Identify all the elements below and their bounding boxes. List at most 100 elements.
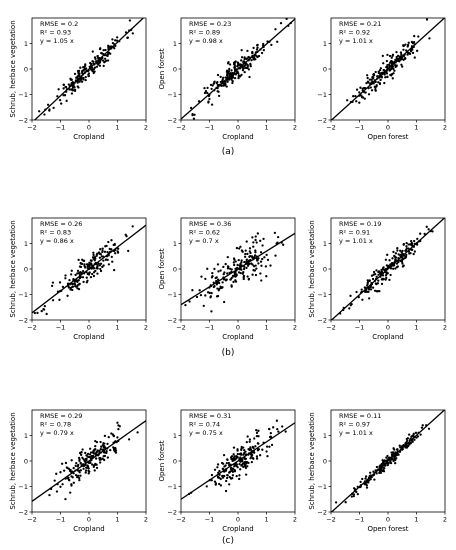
scatter-point — [53, 479, 56, 482]
scatter-point — [406, 53, 409, 56]
stats-annotation: RMSE = 0.36 — [189, 220, 231, 228]
scatter-point — [231, 474, 235, 477]
scatter-point — [262, 42, 265, 46]
scatter-point — [36, 311, 39, 315]
scatter-point — [417, 35, 420, 38]
scatter-point — [255, 457, 259, 460]
x-tick-label: 1 — [414, 516, 418, 524]
scatter-point — [254, 249, 257, 252]
x-tick-label: 0 — [386, 124, 390, 132]
scatter-point — [184, 303, 187, 307]
scatter-point — [70, 92, 74, 95]
scatter-point — [84, 76, 87, 79]
fit-line — [331, 410, 445, 512]
scatter-point — [386, 63, 389, 67]
scatter-point — [243, 255, 247, 258]
scatter-point — [410, 435, 413, 438]
scatter-point — [67, 478, 71, 482]
scatter-point — [58, 281, 62, 284]
scatter-point — [395, 457, 398, 460]
scatter-point — [251, 456, 255, 460]
fit-line — [181, 422, 295, 500]
scatter-point — [71, 285, 75, 288]
scatter-point — [221, 281, 224, 284]
scatter-point — [103, 451, 106, 454]
scatter-point — [99, 267, 102, 271]
scatter-point — [395, 453, 399, 457]
scatter-point — [106, 59, 110, 62]
scatter-point — [210, 473, 214, 477]
scatter-panel-9: −2 −1 0 1 2 −2 −1 0 1 Open forest Schrub, herbace … — [308, 409, 447, 533]
stats-annotation: y = 1.01 x — [339, 237, 373, 245]
scatter-point — [114, 39, 117, 42]
scatter-point — [213, 267, 216, 271]
scatter-point — [189, 106, 193, 110]
stats-annotation: y = 0.7 x — [189, 237, 219, 245]
scatter-point — [375, 275, 378, 278]
scatter-point — [385, 59, 389, 63]
scatter-point — [232, 63, 236, 66]
y-axis-label: Schrub, herbace vegetation — [308, 220, 316, 317]
scatter-point — [389, 263, 392, 266]
scatter-point — [372, 470, 375, 473]
scatter-point — [103, 445, 106, 448]
scatter-point — [51, 299, 55, 302]
x-axis-label: Cropland — [73, 133, 104, 141]
scatter-point — [255, 241, 258, 244]
scatter-point — [276, 40, 279, 43]
scatter-point — [82, 69, 85, 72]
scatter-point — [226, 62, 230, 65]
stats-annotation: R² = 0.78 — [40, 421, 71, 429]
scatter-point — [402, 264, 405, 267]
scatter-point — [385, 276, 388, 280]
x-tick-label: −1 — [355, 516, 365, 524]
scatter-point — [115, 39, 119, 42]
scatter-point — [407, 41, 410, 44]
scatter-point — [104, 60, 107, 63]
scatter-point — [405, 437, 408, 441]
scatter-point — [224, 262, 227, 266]
scatter-point — [45, 312, 48, 316]
scatter-point — [389, 267, 393, 270]
scatter-point — [228, 483, 231, 486]
scatter-point — [99, 47, 102, 50]
scatter-point — [375, 269, 378, 272]
scatter-point — [397, 260, 400, 264]
scatter-point — [379, 67, 383, 70]
stats-annotation: RMSE = 0.31 — [189, 412, 231, 420]
scatter-point — [428, 37, 431, 40]
scatter-point — [219, 75, 222, 79]
scatter-point — [266, 455, 269, 458]
scatter-point — [224, 76, 227, 79]
scatter-point — [98, 256, 102, 259]
scatter-point — [245, 240, 248, 243]
scatter-point — [103, 57, 107, 60]
x-tick-label: 0 — [236, 124, 240, 132]
scatter-point — [374, 88, 377, 91]
scatter-point — [233, 61, 237, 64]
scatter-point — [71, 86, 75, 89]
scatter-point — [394, 267, 397, 270]
scatter-point — [225, 479, 228, 483]
scatter-point — [376, 75, 379, 78]
scatter-point — [249, 446, 252, 449]
x-tick-label: −2 — [176, 124, 186, 132]
scatter-point — [215, 276, 218, 279]
x-tick-label: −1 — [205, 516, 215, 524]
scatter-point — [255, 55, 259, 58]
scatter-point — [72, 481, 75, 484]
scatter-point — [386, 53, 389, 57]
scatter-point — [77, 279, 80, 282]
scatter-point — [217, 94, 221, 98]
scatter-point — [117, 424, 120, 427]
scatter-point — [77, 287, 81, 291]
y-tick-label: −1 — [18, 483, 28, 491]
scatter-point — [101, 59, 105, 62]
scatter-point — [368, 78, 372, 81]
scatter-point — [396, 249, 399, 252]
scatter-point — [427, 228, 430, 231]
scatter-point — [97, 262, 100, 265]
scatter-point — [58, 298, 61, 301]
scatter-point — [370, 274, 374, 277]
scatter-point — [106, 54, 109, 57]
